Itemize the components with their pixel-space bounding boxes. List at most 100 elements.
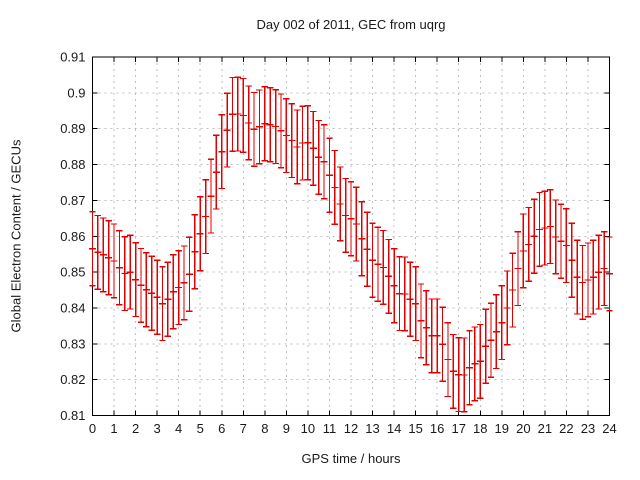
error-bar-point	[439, 306, 447, 382]
error-bar-point	[315, 119, 323, 195]
error-bar-point	[153, 259, 161, 335]
x-tick-label: 1	[110, 421, 117, 436]
x-tick-label: 20	[516, 421, 530, 436]
error-bar-point	[401, 256, 409, 332]
x-tick-label: 2	[132, 421, 139, 436]
error-bar-point	[239, 77, 247, 154]
y-tick-label: 0.89	[60, 121, 85, 136]
x-tick-label: 4	[175, 421, 182, 436]
error-bar-point	[579, 244, 587, 321]
x-tick-label: 13	[365, 421, 379, 436]
error-bar-point	[250, 91, 258, 168]
error-bar-point	[342, 177, 350, 254]
error-bar-point	[562, 207, 570, 284]
x-tick-label: 14	[387, 421, 401, 436]
error-bar-point	[304, 105, 312, 181]
error-bar-point	[132, 242, 140, 318]
error-bar-point	[347, 181, 355, 257]
x-tick-label: 6	[218, 421, 225, 436]
y-tick-label: 0.9	[67, 85, 85, 100]
error-bar-point	[261, 86, 269, 162]
error-bar-point	[363, 211, 371, 287]
error-bar-point	[557, 203, 565, 279]
x-tick-label: 24	[602, 421, 616, 436]
error-bar-point	[234, 76, 242, 152]
error-bar-point	[519, 213, 527, 289]
error-bar-point	[509, 252, 517, 328]
x-tick-label: 18	[473, 421, 487, 436]
error-bar-point	[196, 196, 204, 272]
error-bar-point	[482, 308, 490, 384]
y-tick-label: 0.84	[60, 300, 85, 315]
error-bar-point	[535, 191, 543, 268]
error-bar-point	[121, 235, 129, 312]
error-bar-point	[487, 302, 495, 378]
error-bar-point	[385, 238, 393, 315]
error-bar-point	[202, 178, 210, 255]
error-bar-point	[94, 214, 102, 290]
x-tick-label: 19	[495, 421, 509, 436]
error-bar-point	[390, 248, 398, 324]
error-bar-point	[552, 199, 560, 275]
error-bar-point	[352, 186, 360, 262]
error-bar-point	[245, 85, 253, 161]
error-bar-point	[573, 239, 581, 315]
error-bar-point	[159, 266, 167, 342]
error-bar-point	[148, 255, 156, 331]
error-bar-point	[449, 333, 457, 410]
error-bar-point	[606, 236, 613, 312]
error-bar-point	[336, 166, 344, 242]
error-bar-point	[105, 220, 113, 296]
error-bar-point	[142, 252, 150, 328]
y-tick-label: 0.83	[60, 336, 85, 351]
y-tick-label: 0.82	[60, 372, 85, 387]
error-bar-point	[406, 261, 414, 337]
error-bar-point	[600, 230, 608, 307]
error-bar-point	[282, 97, 290, 174]
x-tick-label: 15	[408, 421, 422, 436]
error-bar-point	[137, 247, 145, 323]
error-bar-point	[223, 92, 231, 168]
x-tick-label: 8	[261, 421, 268, 436]
error-bar-point	[514, 230, 522, 307]
error-bar-point	[175, 249, 183, 326]
error-bar-point	[288, 102, 296, 179]
error-bar-point	[374, 226, 382, 302]
error-bar-point	[89, 211, 96, 287]
x-axis-title: GPS time / hours	[301, 451, 401, 466]
error-bar-point	[272, 88, 280, 165]
error-bar-point	[546, 188, 554, 265]
error-bar-point	[218, 114, 226, 190]
error-bar-point	[541, 190, 549, 266]
x-tick-label: 11	[323, 421, 337, 436]
x-tick-label: 9	[283, 421, 290, 436]
error-bar-point	[444, 321, 452, 398]
x-tick-label: 7	[240, 421, 247, 436]
x-tick-label: 3	[154, 421, 161, 436]
error-bar-point	[379, 229, 387, 306]
x-tick-label: 16	[430, 421, 444, 436]
error-bar-point	[417, 283, 425, 359]
error-bar-point	[530, 198, 538, 274]
error-bar-point	[191, 214, 199, 290]
error-bar-point	[325, 137, 333, 213]
error-bar-point	[320, 124, 328, 200]
error-bar-point	[164, 261, 172, 337]
error-bar-point	[358, 201, 366, 277]
x-tick-label: 23	[581, 421, 595, 436]
error-bar-point	[503, 270, 511, 346]
error-bar-point	[277, 93, 285, 169]
error-bar-point	[293, 109, 301, 185]
error-bar-point	[331, 149, 339, 226]
x-tick-label: 12	[344, 421, 358, 436]
error-bar-point	[212, 134, 220, 210]
error-bar-point	[498, 285, 506, 361]
y-tick-label: 0.86	[60, 229, 85, 244]
x-tick-label: 22	[559, 421, 573, 436]
error-bar-point	[476, 323, 484, 399]
error-bar-point	[99, 217, 107, 293]
y-tick-label: 0.88	[60, 157, 85, 172]
error-bar-point	[110, 223, 118, 299]
error-bar-point	[412, 266, 420, 342]
